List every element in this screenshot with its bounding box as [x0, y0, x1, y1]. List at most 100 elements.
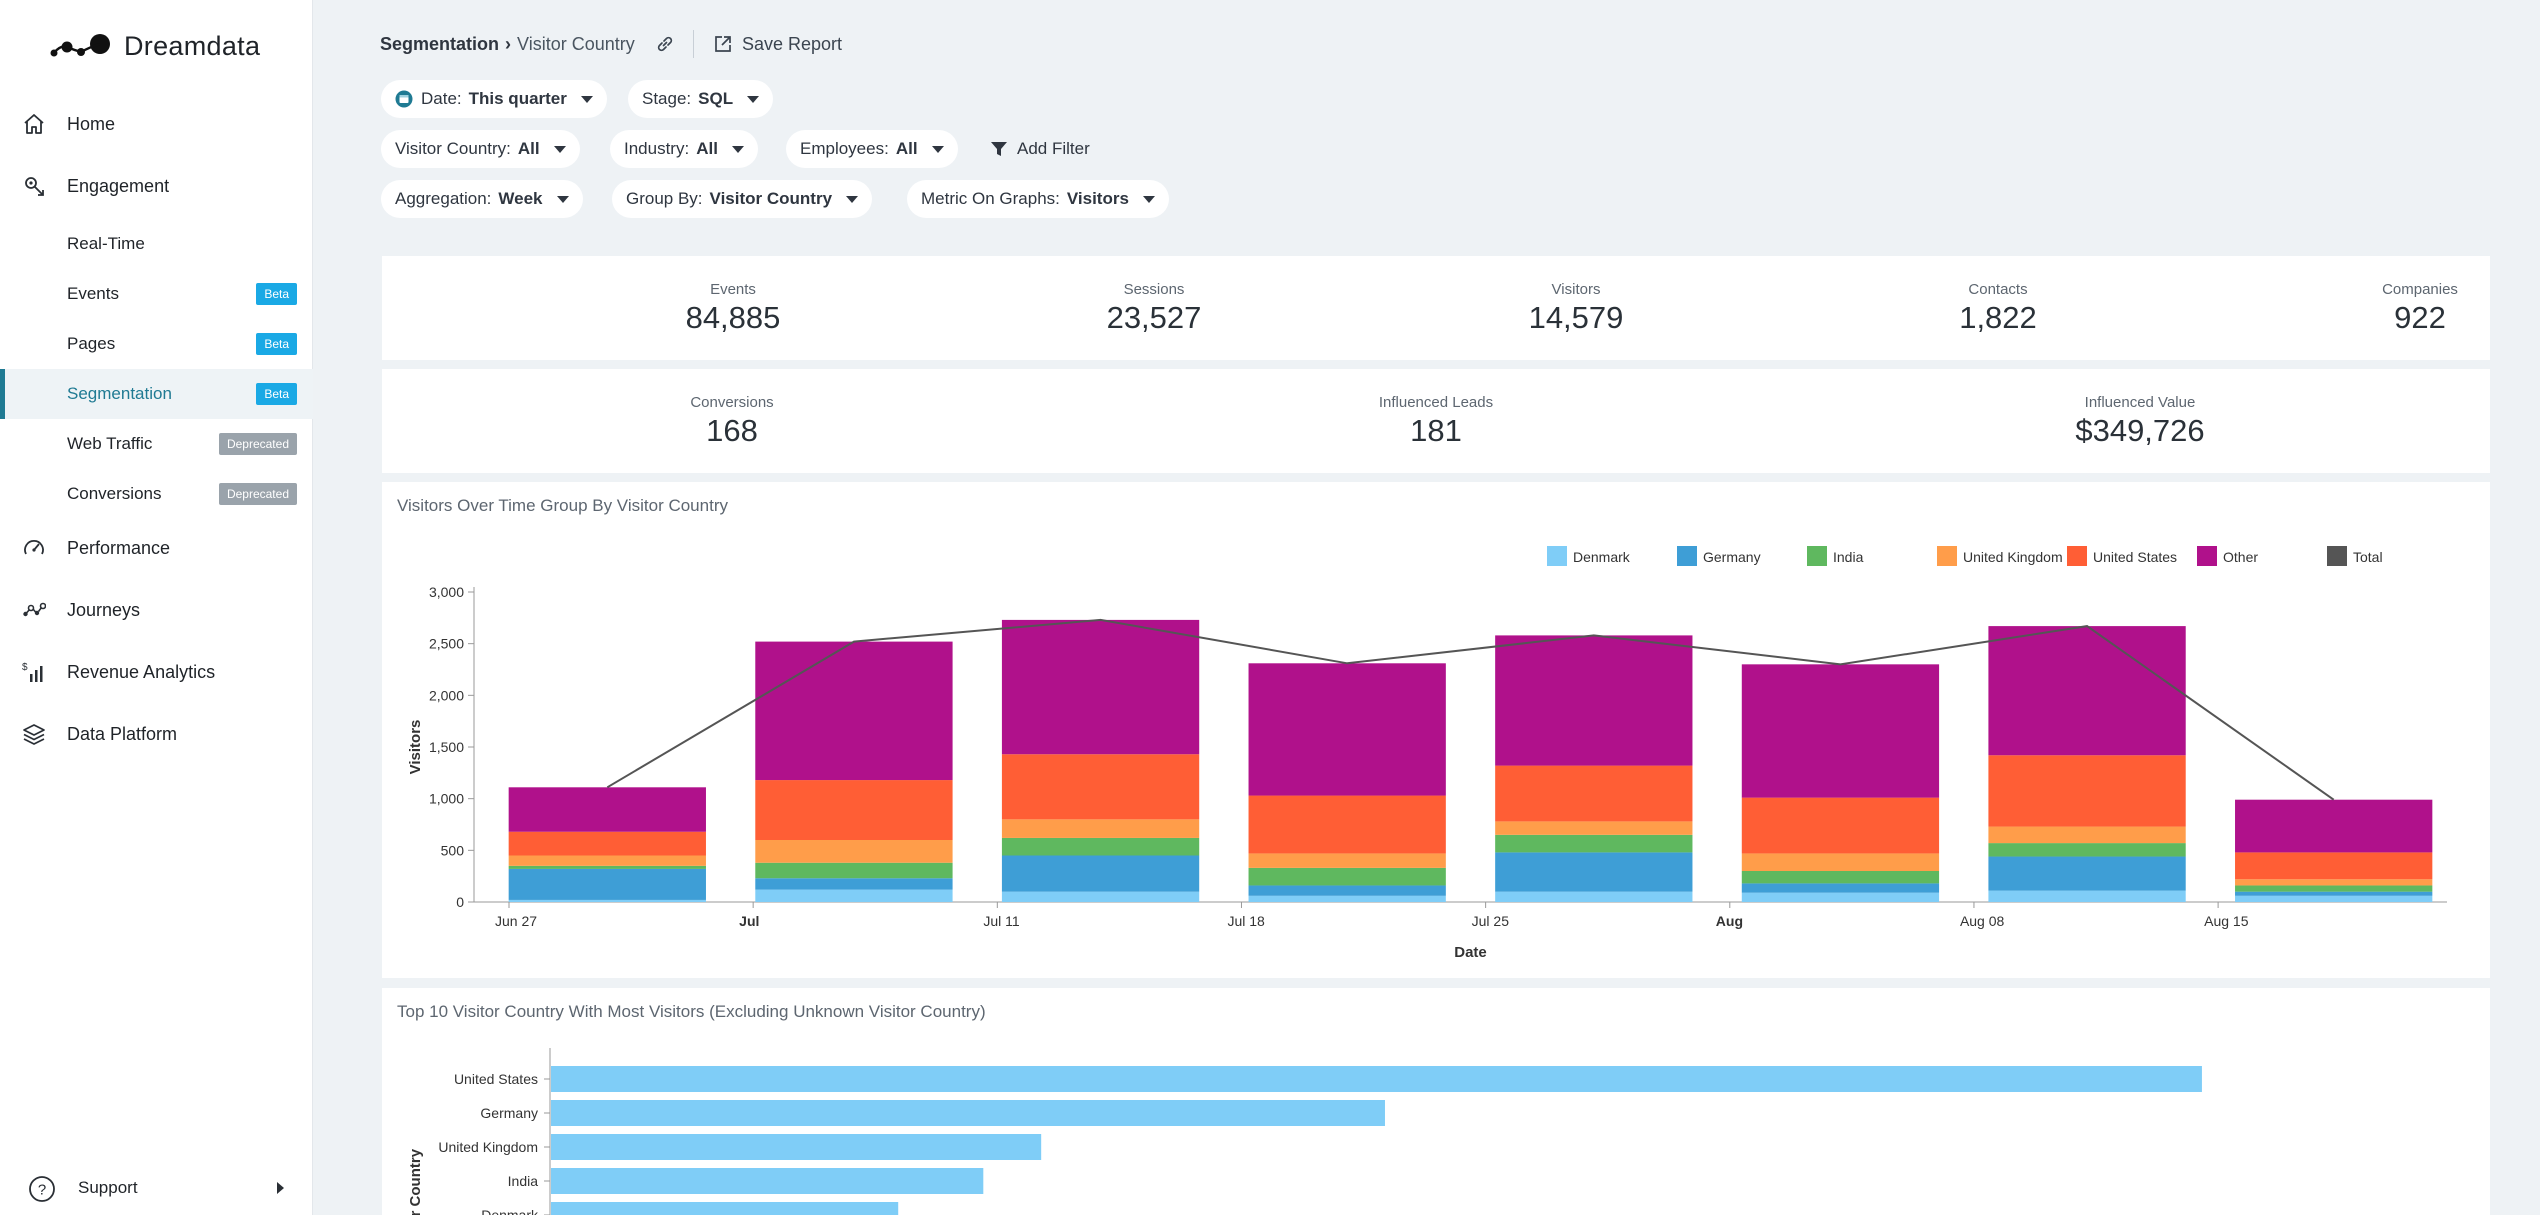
legend-item: United States: [2067, 546, 2177, 566]
legend-swatch: [1547, 546, 1567, 566]
brand-name: Dreamdata: [124, 30, 261, 61]
chevron-down-icon: [931, 145, 944, 153]
legend-label: India: [1833, 549, 1864, 565]
group-by-selector[interactable]: Group By: Visitor Country: [612, 180, 873, 218]
category-label: India: [508, 1173, 539, 1189]
hbar-denmark: [551, 1202, 899, 1215]
bar-segment-india: [1248, 867, 1446, 886]
y-tick-label: 0: [456, 894, 464, 910]
save-report-label: Save Report: [742, 33, 843, 54]
save-report-button[interactable]: Save Report: [714, 32, 842, 56]
support-label: Support: [78, 1178, 138, 1197]
visitors-over-time-card: Visitors Over Time Group By Visitor Coun…: [382, 482, 2490, 978]
aggregation-value: Week: [498, 189, 543, 208]
beta-badge: Beta: [256, 283, 297, 305]
chevron-down-icon: [553, 145, 566, 153]
date-filter-label: Date:: [421, 89, 462, 108]
breadcrumb-separator: ›: [505, 33, 512, 54]
beta-badge: Beta: [256, 333, 297, 355]
nav-data-platform[interactable]: Data Platform: [0, 709, 313, 759]
chevron-down-icon: [731, 145, 744, 153]
y-tick-label: 1,000: [429, 791, 464, 807]
bar-segment-india: [1741, 871, 1940, 884]
bar-segment-united-states: [1001, 754, 1200, 820]
employees-filter[interactable]: Employees: All: [786, 130, 958, 168]
nav-journeys[interactable]: Journeys: [0, 585, 313, 635]
bar-segment-united-kingdom: [1741, 853, 1940, 871]
breadcrumb-root[interactable]: Segmentation: [380, 33, 500, 54]
nav-engagement[interactable]: Engagement: [0, 161, 313, 211]
bar-segment-united-states: [755, 780, 953, 840]
bar-segment-denmark: [1248, 895, 1446, 902]
bar-segment-united-kingdom: [1495, 821, 1693, 835]
metric-label: Events: [710, 281, 756, 298]
legend-label: United States: [2093, 549, 2177, 565]
chart-title: Top 10 Visitor Country With Most Visitor…: [397, 1002, 986, 1021]
bar-segment-germany: [1741, 883, 1940, 893]
svg-text:$: $: [22, 662, 28, 673]
bar-segment-other: [2235, 799, 2433, 853]
add-filter-button[interactable]: Add Filter: [990, 130, 1090, 168]
top-countries-card: Top 10 Visitor Country With Most Visitor…: [382, 988, 2490, 1215]
link-icon[interactable]: [655, 34, 675, 54]
bar-segment-denmark: [1001, 891, 1200, 902]
date-filter-value: This quarter: [468, 89, 567, 108]
sidebar-item-web-traffic[interactable]: Web Traffic Deprecated: [0, 419, 313, 469]
metric-value: 922: [2394, 300, 2446, 335]
legend-item: United Kingdom: [1937, 546, 2063, 566]
revenue-icon: $: [22, 662, 43, 682]
bar-segment-united-kingdom: [508, 855, 706, 866]
bar-segment-denmark: [508, 899, 706, 902]
metric-visitors: Visitors 14,579: [1456, 281, 1696, 336]
legend-label: Germany: [1703, 549, 1761, 565]
app-logo[interactable]: Dreamdata: [48, 26, 260, 66]
metric-contacts: Contacts 1,822: [1878, 281, 2118, 336]
employees-filter-label: Employees:: [800, 139, 889, 158]
metric-selector[interactable]: Metric On Graphs: Visitors: [907, 180, 1169, 218]
metric-label: Conversions: [690, 394, 774, 411]
date-filter[interactable]: Date: This quarter: [381, 80, 607, 118]
legend-item: India: [1807, 546, 1864, 566]
chevron-down-icon: [580, 95, 593, 103]
nav-performance[interactable]: Performance: [0, 523, 313, 573]
nav-performance-label: Performance: [67, 537, 171, 558]
aggregation-selector[interactable]: Aggregation: Week: [381, 180, 583, 218]
metric-sessions: Sessions 23,527: [1034, 281, 1274, 336]
svg-text:?: ?: [38, 1182, 46, 1199]
x-axis-label: Date: [1454, 944, 1487, 961]
metric-value: $349,726: [2075, 413, 2205, 448]
sidebar-item-pages[interactable]: Pages Beta: [0, 319, 313, 369]
sidebar-item-real-time[interactable]: Real-Time: [0, 219, 313, 269]
chart-title: Visitors Over Time Group By Visitor Coun…: [397, 496, 728, 515]
legend-item: Total: [2327, 546, 2383, 566]
summary-metrics-card: Events 84,885 Sessions 23,527 Visitors 1…: [382, 256, 2490, 360]
bar-segment-germany: [1495, 852, 1693, 892]
layers-icon: [23, 724, 45, 745]
hbar-united-kingdom: [551, 1134, 1042, 1160]
sidebar-item-events[interactable]: Events Beta: [0, 269, 313, 319]
sidebar-item-conversions[interactable]: Conversions Deprecated: [0, 469, 313, 519]
metric-value: 23,527: [1106, 300, 1202, 335]
bar-segment-germany: [2235, 891, 2433, 896]
stage-filter[interactable]: Stage: SQL: [628, 80, 774, 118]
caret-right-icon: [277, 1182, 284, 1194]
bar-segment-other: [1988, 626, 2186, 756]
conversion-metrics-card: Conversions 168 Influenced Leads 181 Inf…: [382, 369, 2490, 473]
support-menu[interactable]: ? Support: [0, 1163, 313, 1213]
chevron-down-icon: [1142, 195, 1155, 203]
sidebar-item-segmentation[interactable]: Segmentation Beta: [0, 369, 313, 419]
bar-segment-united-kingdom: [1248, 853, 1446, 868]
metric-label: Metric On Graphs:: [921, 189, 1060, 208]
stage-filter-value: SQL: [698, 89, 734, 108]
nav-home[interactable]: Home: [0, 99, 313, 149]
industry-filter[interactable]: Industry: All: [610, 130, 758, 168]
visitor-country-filter[interactable]: Visitor Country: All: [381, 130, 580, 168]
nav-home-label: Home: [67, 113, 116, 134]
nav-revenue-analytics[interactable]: $ Revenue Analytics: [0, 647, 313, 697]
bar-segment-india: [1988, 843, 2186, 857]
sidebar-item-label: Web Traffic: [67, 434, 153, 453]
total-line: [606, 618, 2335, 801]
bar-segment-germany: [1248, 885, 1446, 896]
metric-events: Events 84,885: [613, 281, 853, 336]
header-divider: [693, 30, 694, 58]
